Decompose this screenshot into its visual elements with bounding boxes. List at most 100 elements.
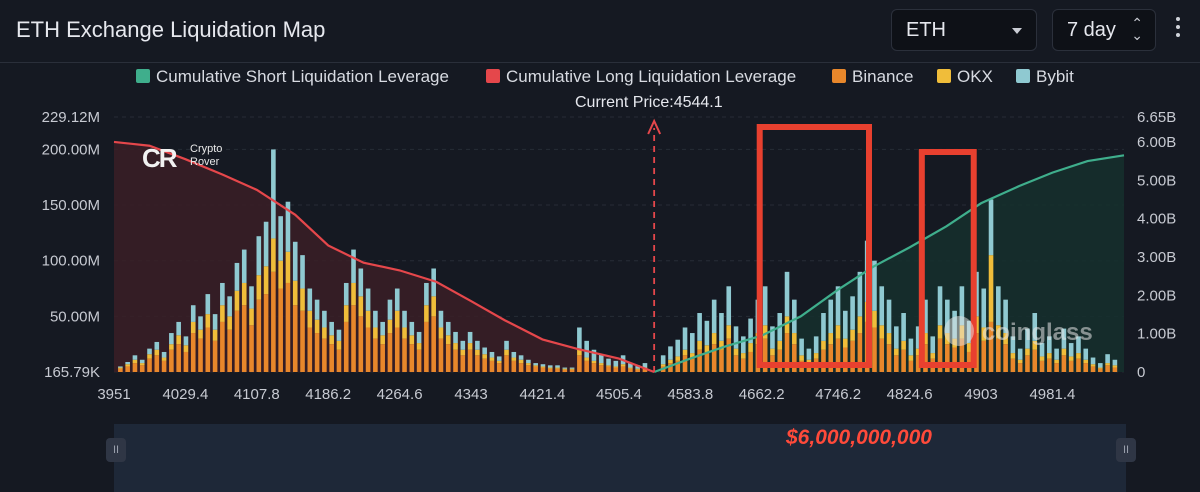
bar-okx xyxy=(351,282,356,306)
bar-binance xyxy=(584,360,589,372)
bar-okx xyxy=(821,340,826,350)
bar-binance xyxy=(496,363,502,372)
bar-binance xyxy=(1047,358,1052,372)
bar-binance xyxy=(886,344,892,372)
bar-okx xyxy=(234,290,240,311)
long-area-fill xyxy=(114,141,655,372)
legend-item-binance[interactable]: Binance xyxy=(832,67,913,87)
bar-binance xyxy=(682,355,688,372)
bar-bybit xyxy=(879,286,885,326)
y-right-tick-label: 1.00B xyxy=(1137,326,1176,343)
bar-okx xyxy=(518,359,524,364)
bar-okx xyxy=(930,353,936,359)
asset-select[interactable]: ETH xyxy=(891,9,1037,51)
bar-okx xyxy=(711,333,717,345)
bar-binance xyxy=(460,355,466,372)
bar-okx xyxy=(402,327,407,339)
x-tick-label: 4029.4 xyxy=(162,386,208,403)
bar-binance xyxy=(620,366,626,372)
bar-bybit xyxy=(533,363,538,366)
bar-okx xyxy=(908,355,914,361)
x-tick-label: 4343 xyxy=(454,386,487,403)
bar-bybit xyxy=(894,326,899,349)
bar-okx xyxy=(668,359,673,364)
legend-item-long[interactable]: Cumulative Long Liquidation Leverage xyxy=(486,67,796,87)
bar-okx xyxy=(741,353,746,359)
bar-binance xyxy=(835,338,841,372)
bar-binance xyxy=(996,338,1001,372)
bar-binance xyxy=(380,344,385,372)
bar-binance xyxy=(161,360,167,372)
bar-okx xyxy=(271,238,276,272)
bar-bybit xyxy=(923,299,928,334)
highlight-box xyxy=(756,124,872,368)
bar-okx xyxy=(620,364,626,367)
bar-okx xyxy=(460,349,466,356)
bar-bybit xyxy=(278,216,283,261)
bar-binance xyxy=(285,282,291,372)
bar-bybit xyxy=(139,359,145,364)
bar-okx xyxy=(154,349,160,356)
bar-binance xyxy=(249,325,254,372)
bar-bybit xyxy=(241,249,247,283)
bar-bybit xyxy=(857,271,863,317)
more-vertical-icon[interactable] xyxy=(1172,14,1184,44)
bar-okx xyxy=(690,353,695,359)
bar-binance xyxy=(271,271,276,372)
bar-okx xyxy=(923,333,928,345)
legend-item-bybit[interactable]: Bybit xyxy=(1016,67,1074,87)
x-tick-label: 4107.8 xyxy=(234,386,280,403)
y-left-tick-label: 50.00M xyxy=(50,308,100,325)
y-left-tick-label: 165.79K xyxy=(44,364,100,381)
bar-bybit xyxy=(792,299,797,334)
bar-binance xyxy=(453,349,458,372)
bar-bybit xyxy=(762,286,768,326)
bar-okx xyxy=(577,349,582,356)
bar-bybit xyxy=(813,336,819,354)
coinglass-watermark: coinglass xyxy=(944,316,1093,347)
bar-okx xyxy=(835,325,841,339)
bar-okx xyxy=(1025,348,1030,356)
bar-bybit xyxy=(482,347,487,355)
x-tick-label: 4981.4 xyxy=(1029,386,1075,403)
x-tick-label: 4824.6 xyxy=(887,386,933,403)
bar-okx xyxy=(894,348,899,356)
y-right-tick-label: 6.00B xyxy=(1137,134,1176,151)
bar-okx xyxy=(547,367,553,369)
bar-binance xyxy=(511,360,517,372)
legend-swatch xyxy=(937,69,951,83)
bar-okx xyxy=(569,368,575,370)
bar-okx xyxy=(1076,353,1081,359)
legend-item-short[interactable]: Cumulative Short Liquidation Leverage xyxy=(136,67,449,87)
bar-okx xyxy=(1068,356,1074,361)
y-right-tick-label: 3.00B xyxy=(1137,249,1176,266)
bar-binance xyxy=(445,344,451,372)
bar-okx xyxy=(792,333,797,345)
asset-select-value: ETH xyxy=(906,19,946,41)
legend-label: Binance xyxy=(852,67,914,86)
bar-binance xyxy=(733,355,739,372)
bar-bybit xyxy=(212,314,218,330)
bar-binance xyxy=(234,310,240,372)
bar-binance xyxy=(365,327,371,372)
range-navigator[interactable] xyxy=(114,424,1126,492)
bar-binance xyxy=(139,365,145,372)
legend-item-okx[interactable]: OKX xyxy=(937,67,993,87)
bar-bybit xyxy=(1083,348,1089,360)
bar-okx xyxy=(719,340,724,350)
bar-okx xyxy=(205,314,211,328)
bar-binance xyxy=(212,340,218,372)
x-tick-label: 3951 xyxy=(97,386,130,403)
bar-okx xyxy=(850,329,855,341)
coinglass-logo-icon xyxy=(944,316,974,346)
bar-binance xyxy=(402,338,407,372)
bar-okx xyxy=(511,357,517,361)
bar-binance xyxy=(959,338,965,372)
navigator-right-handle[interactable]: II xyxy=(1116,438,1136,462)
bar-binance xyxy=(278,288,283,372)
navigator-left-handle[interactable]: II xyxy=(106,438,126,462)
bar-bybit xyxy=(190,305,196,322)
period-select[interactable]: 7 day ⌃ ⌄ xyxy=(1052,9,1156,51)
bar-okx xyxy=(682,349,688,356)
bar-binance xyxy=(1068,360,1074,372)
